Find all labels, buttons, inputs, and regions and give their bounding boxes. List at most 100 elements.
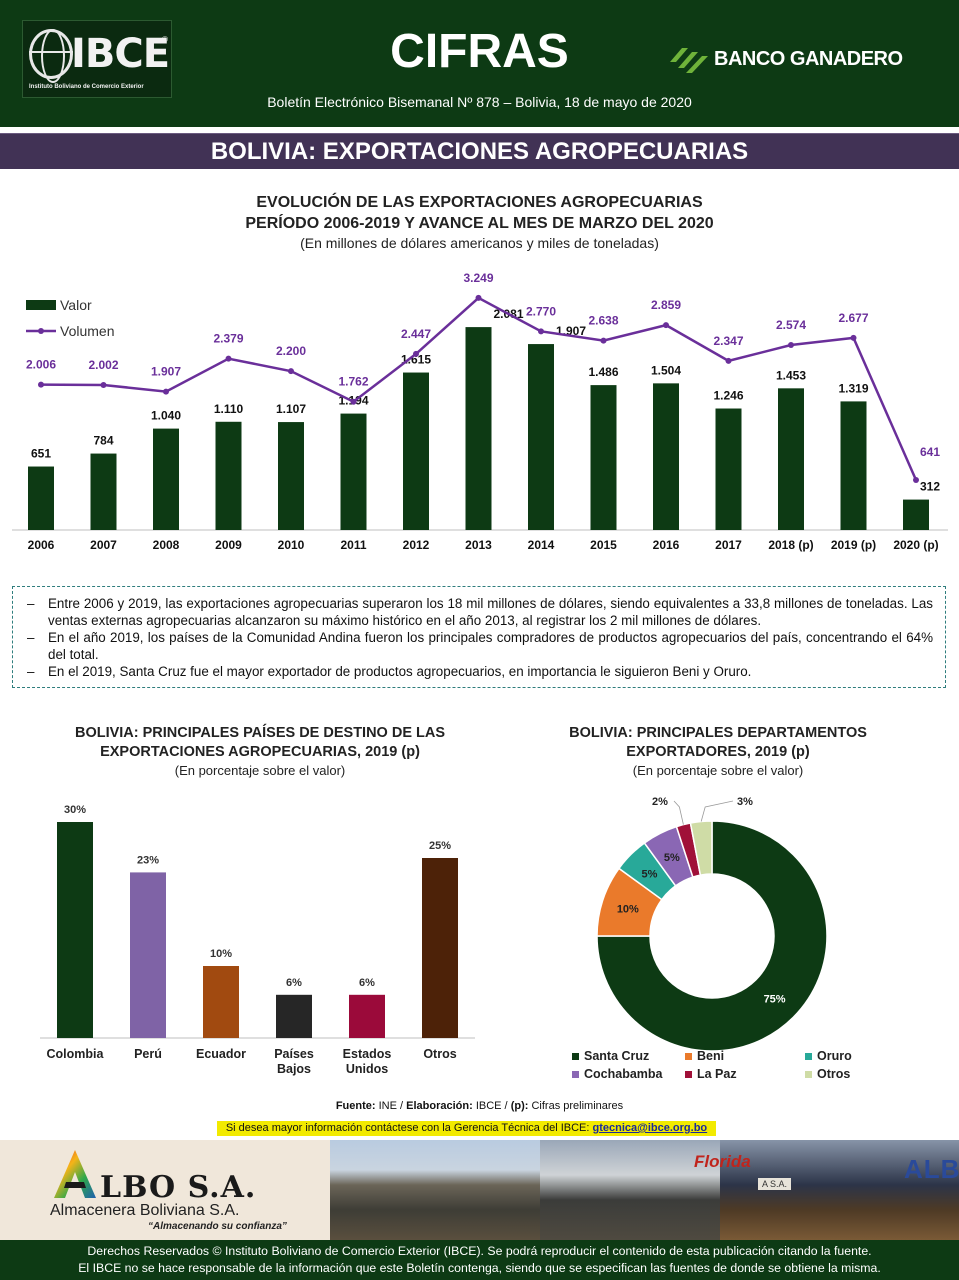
donut-chart-title-line1: BOLIVIA: PRINCIPALES DEPARTAMENTOS [569, 725, 867, 741]
volumen-point [350, 398, 357, 405]
valor-bar [278, 422, 304, 530]
legend-label-valor: Valor [60, 297, 92, 313]
volumen-data-label: 1.907 [151, 365, 181, 379]
country-bar [349, 994, 385, 1038]
albo-slogan: “Almacenando su confianza” [148, 1221, 287, 1232]
donut-leader-line [700, 800, 734, 822]
x-tick-label: 2016 [653, 538, 680, 552]
legend-label-volumen: Volumen [60, 323, 114, 339]
x-tick-label: 2011 [340, 538, 366, 552]
x-tick-label: 2010 [278, 538, 305, 552]
country-tick-label: Colombia [47, 1047, 105, 1061]
header-banner: IBCE ® Instituto Boliviano de Comercio E… [0, 0, 959, 127]
volumen-data-label: 641 [920, 445, 940, 459]
country-bar [130, 872, 166, 1038]
country-tick-label: Ecuador [196, 1047, 246, 1061]
countries-chart-title-line2: EXPORTACIONES AGROPECUARIAS, 2019 (p) [100, 744, 420, 760]
countries-chart-title-line1: BOLIVIA: PRINCIPALES PAÍSES DE DESTINO D… [74, 725, 446, 741]
country-tick-label: Otros [423, 1047, 456, 1061]
valor-data-label: 1.615 [401, 353, 431, 367]
x-tick-label: 2006 [28, 538, 55, 552]
source-note: Fuente: INE / Elaboración: IBCE / (p): C… [0, 1100, 959, 1112]
volumen-data-label: 2.574 [776, 318, 806, 332]
legend-label: Oruro [817, 1049, 852, 1063]
note-item: – En el 2019, Santa Cruz fue el mayor exp… [21, 663, 933, 680]
volumen-data-label: 1.762 [338, 375, 368, 389]
country-tick-label: Perú [134, 1047, 162, 1061]
section-title: BOLIVIA: EXPORTACIONES AGROPECUARIAS [210, 138, 749, 165]
ad-photo-yard [330, 1140, 540, 1240]
main-chart-subtitle: (En millones de dólares americanos y mil… [300, 235, 659, 251]
florida-sign: Florida [694, 1152, 751, 1171]
globe-icon [29, 29, 73, 83]
elaboration-value: IBCE / [475, 1100, 508, 1112]
valor-data-label: 312 [920, 480, 940, 494]
valor-data-label: 1.107 [276, 402, 306, 416]
volumen-point [788, 342, 794, 349]
valor-data-label: 1.246 [713, 389, 743, 403]
brand-title: CIFRAS [390, 25, 569, 78]
main-chart: 651 2006 784 2007 1.040 2008 1.110 2009 1.107 201… [12, 271, 948, 552]
note-text: En el 2019, Santa Cruz fue el mayor expo… [48, 664, 752, 679]
logo-subtitle: Instituto Boliviano de Comercio Exterior [29, 84, 144, 90]
logo-registered-mark: ® [162, 35, 168, 44]
volumen-point [38, 381, 44, 388]
note-item: – En el año 2019, los países de la Comuni… [21, 629, 933, 663]
valor-bar [465, 327, 492, 530]
elaboration-label: Elaboración: [406, 1100, 473, 1112]
volumen-data-label: 2.379 [213, 332, 243, 346]
volumen-point [850, 334, 857, 341]
ad-photo-warehouse [720, 1140, 959, 1240]
valor-bar [778, 388, 804, 530]
donut-leader-line [673, 800, 684, 825]
contact-email-link[interactable]: gtecnica@ibce.org.bo [592, 1122, 708, 1134]
countries-chart: 30% Colombia 23% Perú 10% Ecuador 6% PaísesBajo… [40, 804, 475, 1076]
donut-slice [596, 820, 828, 1052]
preliminary-label: (p): [510, 1100, 529, 1112]
volumen-point [475, 294, 482, 301]
volumen-data-label: 2.006 [26, 358, 56, 372]
valor-data-label: 1.110 [214, 402, 244, 416]
legend-label: Otros [817, 1067, 850, 1081]
albo-ad-banner: LBO S.A. Almacenera Boliviana S.A. “Alma… [0, 1140, 959, 1240]
truck-sign: A S.A. [758, 1178, 792, 1190]
x-tick-label: 2015 [590, 538, 617, 552]
legend-swatch [685, 1053, 692, 1060]
volumen-data-label: 2.002 [88, 358, 118, 372]
donut-chart-title-line2: EXPORTADORES, 2019 (p) [626, 744, 810, 760]
country-data-label: 23% [137, 854, 159, 866]
note-text: Entre 2006 y 2019, las exportaciones agr… [48, 596, 933, 628]
valor-bar [215, 421, 242, 530]
logo-text: IBCE [71, 31, 170, 77]
source-label: Fuente: [335, 1100, 376, 1112]
volumen-point [600, 337, 607, 344]
albo-full-name: Almacenera Boliviana S.A. [50, 1202, 240, 1219]
volumen-data-label: 2.200 [276, 344, 306, 358]
valor-data-label: 784 [93, 434, 113, 448]
volumen-data-label: 2.859 [651, 298, 681, 312]
donut-chart-subtitle: (En porcentaje sobre el valor) [632, 763, 804, 778]
volumen-point [663, 322, 669, 329]
main-chart-title: EVOLUCIÓN DE LAS EXPORTACIONES AGROPECUA… [0, 192, 959, 234]
note-dash: – [27, 664, 35, 679]
valor-bar [903, 499, 929, 530]
legend-swatch [685, 1071, 692, 1078]
valor-data-label: 651 [31, 447, 51, 461]
albo-name: LBO S.A. [100, 1170, 257, 1205]
valor-bar [340, 413, 367, 530]
country-tick-label: Bajos [277, 1062, 311, 1076]
stripes-icon [670, 48, 708, 73]
country-data-label: 6% [286, 977, 302, 989]
contact-bar: Si desea mayor información contáctese co… [217, 1121, 716, 1136]
x-tick-label: 2020 (p) [893, 538, 938, 552]
country-tick-label: Estados [343, 1047, 392, 1061]
valor-bar [715, 408, 742, 530]
donut-slice [689, 820, 713, 876]
sponsor-logo: BANCO GANADERO [668, 44, 928, 74]
donut-data-label: 2% [652, 796, 668, 808]
valor-data-label: 1.486 [588, 365, 618, 379]
footer-line2: El IBCE no se hace responsable de la inf… [78, 1261, 881, 1275]
volumen-point [225, 355, 232, 362]
section-title-bar: BOLIVIA: EXPORTACIONES AGROPECUARIAS [0, 133, 959, 169]
legend-swatch [805, 1053, 812, 1060]
